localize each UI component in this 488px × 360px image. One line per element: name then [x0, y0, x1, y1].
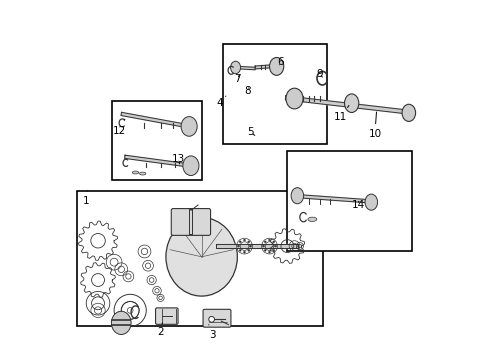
Text: 8: 8 [244, 86, 250, 96]
Text: 14: 14 [351, 200, 364, 210]
Ellipse shape [307, 217, 316, 221]
Bar [77, 191, 323, 327]
Text: 12: 12 [113, 119, 126, 136]
Bar [287, 152, 411, 251]
FancyBboxPatch shape [203, 309, 230, 327]
Ellipse shape [290, 188, 303, 204]
Text: 6: 6 [276, 57, 283, 67]
Text: 3: 3 [208, 325, 215, 341]
Ellipse shape [139, 172, 145, 175]
Circle shape [243, 239, 245, 241]
Circle shape [274, 245, 276, 247]
Polygon shape [235, 66, 255, 70]
Text: 9: 9 [316, 68, 322, 78]
Polygon shape [124, 155, 191, 167]
FancyBboxPatch shape [171, 208, 210, 235]
Ellipse shape [365, 194, 377, 210]
Ellipse shape [230, 61, 240, 74]
Ellipse shape [401, 104, 415, 121]
Polygon shape [121, 112, 189, 128]
Ellipse shape [269, 58, 283, 75]
Text: 13: 13 [171, 154, 184, 164]
Bar [112, 102, 201, 180]
Text: 1: 1 [83, 191, 90, 206]
Circle shape [237, 245, 239, 247]
Circle shape [268, 239, 270, 241]
Circle shape [239, 249, 241, 251]
Text: 4: 4 [216, 96, 225, 108]
Polygon shape [296, 194, 371, 203]
Circle shape [208, 316, 214, 322]
Ellipse shape [165, 217, 237, 296]
Bar [223, 44, 326, 144]
Circle shape [262, 245, 264, 247]
Polygon shape [255, 65, 269, 69]
Ellipse shape [183, 156, 199, 176]
FancyBboxPatch shape [155, 308, 178, 324]
Text: 11: 11 [333, 105, 348, 122]
Circle shape [247, 241, 249, 243]
Circle shape [243, 251, 245, 253]
Ellipse shape [111, 311, 131, 334]
Ellipse shape [285, 88, 303, 109]
Polygon shape [216, 244, 298, 248]
Text: 2: 2 [157, 323, 163, 337]
Ellipse shape [181, 117, 197, 136]
Circle shape [247, 249, 249, 251]
Circle shape [249, 245, 251, 247]
Text: 5: 5 [247, 127, 254, 138]
Text: 7: 7 [234, 74, 240, 84]
Polygon shape [285, 96, 408, 114]
Circle shape [239, 241, 241, 243]
Text: 10: 10 [367, 112, 381, 139]
Circle shape [264, 249, 265, 251]
Circle shape [268, 251, 270, 253]
Circle shape [272, 249, 274, 251]
Circle shape [272, 241, 274, 243]
Ellipse shape [344, 94, 358, 112]
Ellipse shape [132, 171, 139, 174]
Circle shape [264, 241, 265, 243]
Polygon shape [189, 208, 192, 234]
